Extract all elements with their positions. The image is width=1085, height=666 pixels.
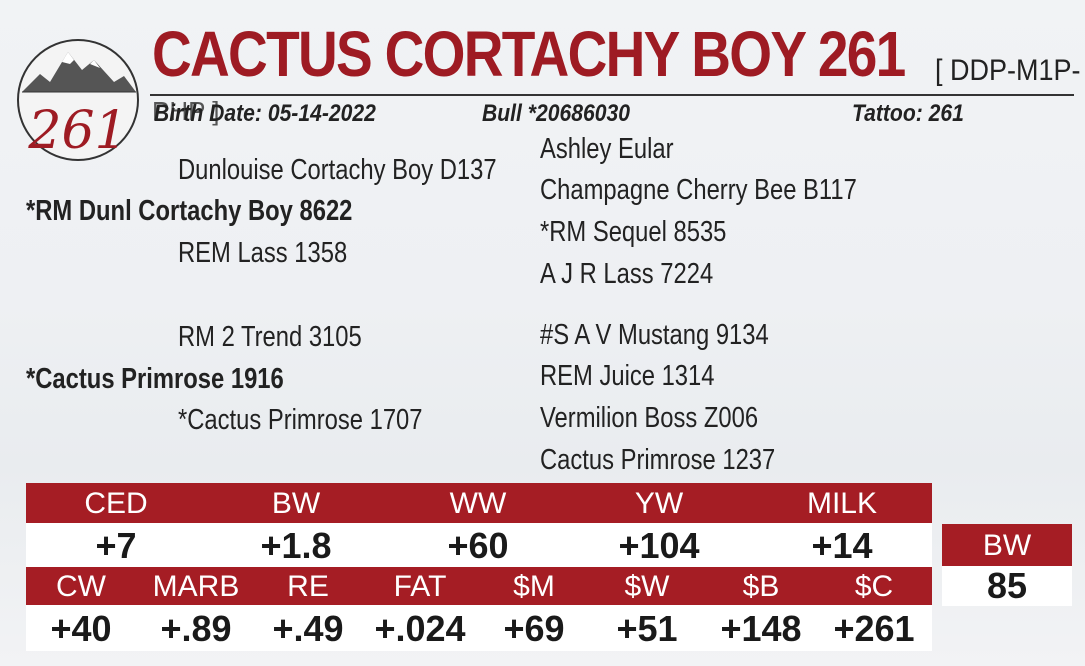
epd-label-ced: CED [84, 487, 148, 520]
epd-value-b: +148 [720, 608, 802, 649]
epd-value-marb: +.89 [160, 608, 232, 649]
dam-sire: RM 2 Trend 3105 [178, 321, 362, 353]
sire-sire: Dunlouise Cortachy Boy D137 [178, 154, 497, 186]
dam-sire-dam: REM Juice 1314 [540, 360, 715, 392]
epd-value-milk: +14 [811, 525, 873, 566]
epd-label-fat: FAT [393, 570, 447, 603]
epd-row2-values [26, 605, 932, 651]
dam-dam-sire: Vermilion Boss Z006 [540, 402, 759, 434]
epd-label-c: $C [854, 570, 894, 603]
dam-dam-dam: Cactus Primrose 1237 [540, 444, 776, 476]
sire: *RM Dunl Cortachy Boy 8622 [26, 195, 353, 227]
epd-label-m: $M [513, 570, 555, 603]
epd-value-fat: +.024 [374, 608, 466, 649]
ranch-logo: 261 [10, 30, 150, 170]
epd-label-b: $B [742, 570, 780, 603]
dam-dam: *Cactus Primrose 1707 [178, 404, 423, 436]
sire-sire-dam: Champagne Cherry Bee B117 [540, 174, 857, 206]
dam-sire-sire: #S A V Mustang 9134 [540, 319, 769, 351]
epd-value-w: +51 [616, 608, 678, 649]
registration-status: [ DDP-M1P- [935, 54, 1081, 87]
epd-value-ww: +60 [447, 525, 509, 566]
epd-label-re: RE [287, 570, 329, 603]
animal-name: CACTUS CORTACHY BOY 261 [152, 18, 906, 90]
dam: *Cactus Primrose 1916 [26, 363, 284, 395]
sire-sire-sire: Ashley Eular [540, 133, 674, 165]
bull-id: Bull *20686030 [482, 100, 630, 127]
epd-value-cw: +40 [50, 608, 112, 649]
logo-number: 261 [27, 101, 127, 161]
epd-label-milk: MILK [806, 487, 878, 520]
epd-label-marb: MARB [152, 570, 240, 603]
epd-label-bw: BW [271, 487, 321, 520]
epd-label-yw: YW [634, 487, 684, 520]
actual-bw-value: 85 [986, 565, 1028, 606]
epd-row2-header [26, 567, 932, 605]
epd-row1-values [26, 523, 932, 567]
epd-label-w: $W [624, 570, 670, 603]
actual-bw-header [942, 524, 1072, 566]
epd-label-ww: WW [449, 487, 507, 520]
epd-value-c: +261 [833, 608, 915, 649]
mountain-logo-icon: 261 [17, 39, 139, 161]
actual-bw-label: BW [982, 529, 1032, 562]
header-divider [150, 94, 1074, 96]
actual-bw-box [942, 566, 1072, 606]
epd-value-bw: +1.8 [260, 525, 332, 566]
birth-date: Birth Date: 05-14-2022 [154, 100, 376, 127]
registration-status-wrap: PHP ] [152, 96, 220, 126]
tattoo: Tattoo: 261 [852, 100, 964, 127]
epd-label-cw: CW [56, 570, 106, 603]
sire-dam-sire: *RM Sequel 8535 [540, 216, 727, 248]
epd-value-yw: +104 [618, 525, 700, 566]
epd-value-re: +.49 [272, 608, 344, 649]
epd-value-m: +69 [503, 608, 565, 649]
sire-dam-dam: A J R Lass 7224 [540, 258, 714, 290]
epd-row1-header [26, 483, 932, 523]
epd-value-ced: +7 [95, 525, 137, 566]
sire-dam: REM Lass 1358 [178, 237, 348, 269]
